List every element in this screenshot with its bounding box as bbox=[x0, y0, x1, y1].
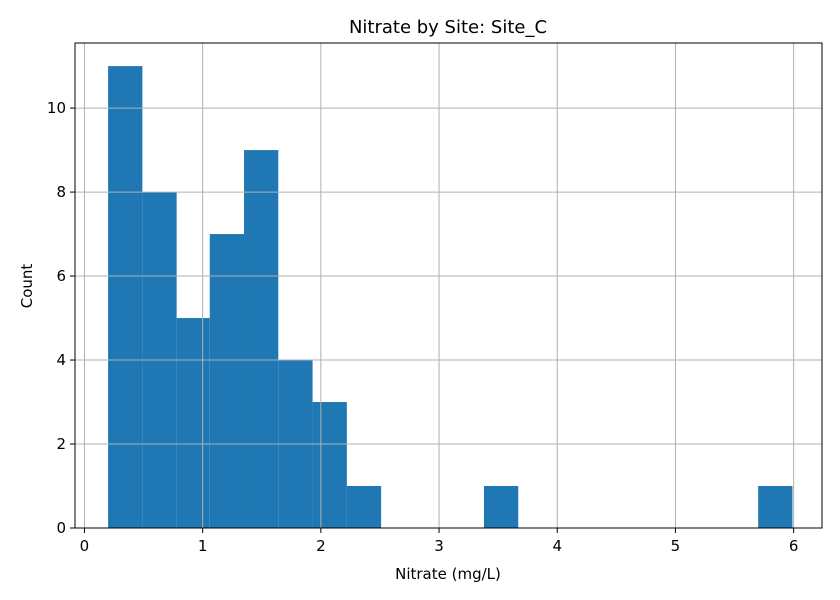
x-tick-label: 2 bbox=[316, 537, 326, 555]
y-tick-label: 2 bbox=[56, 435, 66, 453]
plot-frame bbox=[74, 42, 823, 529]
y-tick-label: 8 bbox=[56, 183, 66, 201]
histogram-bar-2 bbox=[176, 318, 210, 528]
x-tick-label: 0 bbox=[80, 537, 90, 555]
y-tick-label: 4 bbox=[56, 351, 66, 369]
x-tick-label: 5 bbox=[671, 537, 681, 555]
chart-title: Nitrate by Site: Site_C bbox=[349, 17, 547, 38]
x-tick-label: 4 bbox=[552, 537, 562, 555]
histogram-bar-4 bbox=[244, 150, 279, 528]
x-tick-label: 3 bbox=[434, 537, 444, 555]
y-axis-label: Count bbox=[18, 264, 36, 309]
ticks-layer: 0 1 2 3 4 5 6 0 2 4 6 8 10 bbox=[47, 99, 799, 555]
y-tick-label: 6 bbox=[56, 267, 66, 285]
histogram-bar-11 bbox=[483, 486, 519, 528]
histogram-bar-7 bbox=[346, 486, 382, 528]
histogram-bar-0 bbox=[108, 66, 143, 528]
y-tick-label: 0 bbox=[56, 519, 66, 537]
histogram-bar-3 bbox=[209, 234, 245, 528]
bars-layer bbox=[108, 66, 793, 528]
histogram-bar-6 bbox=[312, 402, 347, 528]
y-tick-label: 10 bbox=[47, 99, 66, 117]
x-tick-label: 6 bbox=[789, 537, 799, 555]
x-axis-label: Nitrate (mg/L) bbox=[395, 565, 501, 583]
x-tick-label: 1 bbox=[198, 537, 208, 555]
histogram-bar-19 bbox=[758, 486, 793, 528]
